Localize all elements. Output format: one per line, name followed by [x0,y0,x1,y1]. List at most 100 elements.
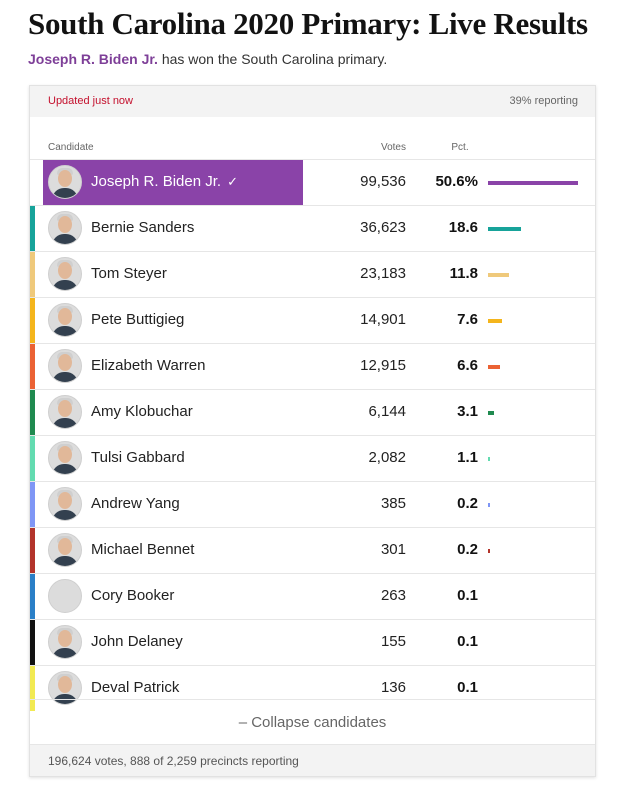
candidate-name: Michael Bennet [91,541,195,558]
candidate-avatar [48,349,82,383]
candidate-pct: 18.6 [448,219,478,236]
candidate-pct-bar [488,273,509,277]
candidate-votes: 385 [380,495,406,512]
winner-name[interactable]: Joseph R. Biden Jr. [28,51,158,67]
candidate-name: Andrew Yang [91,495,180,512]
candidate-row: Andrew Yang 385 0.2 [30,481,595,527]
candidate-votes: 14,901 [360,311,406,328]
candidate-avatar [48,579,82,613]
candidate-votes: 99,536 [360,173,406,190]
candidate-avatar [48,533,82,567]
candidate-cell: Pete Buttigieg [43,298,303,343]
page-title: South Carolina 2020 Primary: Live Result… [28,6,588,41]
candidate-pct-bar [488,181,578,185]
collapse-candidates-button[interactable]: – Collapse candidates [30,699,595,745]
candidate-pct-bar [488,457,490,461]
candidate-avatar [48,487,82,521]
candidate-votes: 36,623 [360,219,406,236]
candidate-cell: John Delaney [43,620,303,665]
candidate-name: Cory Booker [91,587,175,604]
candidate-pct-bar [488,227,522,231]
candidate-votes: 301 [380,541,406,558]
candidate-cell: Andrew Yang [43,482,303,527]
candidate-cell: Tulsi Gabbard [43,436,303,481]
candidate-pct-bar [488,319,502,323]
candidate-color-stripe [30,206,35,251]
candidate-avatar [48,257,82,291]
updated-timestamp: Updated just now [48,95,133,107]
candidate-pct: 7.6 [457,311,478,328]
winner-check-icon: ✓ [227,174,238,189]
candidate-avatar [48,441,82,475]
winner-text: has won the South Carolina primary. [157,51,388,67]
candidate-pct: 6.6 [457,357,478,374]
candidate-name: Elizabeth Warren [91,357,206,374]
candidate-color-stripe [30,574,35,619]
results-table-card: Updated just now 39% reporting Candidate… [29,85,596,777]
candidate-avatar [48,303,82,337]
candidate-pct-bar [488,365,500,369]
candidate-name: Tulsi Gabbard [91,449,185,466]
candidate-name: John Delaney [91,633,183,650]
candidate-color-stripe [30,298,35,343]
candidate-pct-bar [488,411,494,415]
status-bar: Updated just now 39% reporting [30,86,595,117]
candidate-pct: 0.2 [457,495,478,512]
candidate-pct: 0.1 [457,587,478,604]
candidate-name: Deval Patrick [91,679,180,696]
candidate-votes: 136 [380,679,406,696]
candidate-color-stripe [30,528,35,573]
candidate-votes: 155 [380,633,406,650]
candidate-row: Elizabeth Warren 12,915 6.6 [30,343,595,389]
candidate-pct: 1.1 [457,449,478,466]
reporting-percent: 39% reporting [509,95,579,107]
winner-announcement: Joseph R. Biden Jr. has won the South Ca… [28,51,387,67]
candidate-row: Bernie Sanders 36,623 18.6 [30,205,595,251]
candidate-row: Michael Bennet 301 0.2 [30,527,595,573]
candidate-votes: 12,915 [360,357,406,374]
candidate-row: Pete Buttigieg 14,901 7.6 [30,297,595,343]
candidate-row: Amy Klobuchar 6,144 3.1 [30,389,595,435]
candidate-avatar [48,395,82,429]
candidate-pct: 0.1 [457,679,478,696]
candidate-color-stripe [30,344,35,389]
candidate-votes: 6,144 [368,403,406,420]
candidate-cell: Michael Bennet [43,528,303,573]
column-header-candidate: Candidate [48,142,94,153]
candidate-cell: Cory Booker [43,574,303,619]
candidate-votes: 263 [380,587,406,604]
candidate-pct-bar [488,549,490,553]
candidate-name: Pete Buttigieg [91,311,185,328]
results-footer: 196,624 votes, 888 of 2,259 precincts re… [30,744,595,776]
candidate-color-stripe [30,436,35,481]
candidate-cell: Joseph R. Biden Jr. ✓ [43,160,303,205]
candidate-avatar [48,211,82,245]
candidate-row: Tulsi Gabbard 2,082 1.1 [30,435,595,481]
candidate-row: Deval Patrick 136 0.1 [30,665,595,711]
candidate-row: Cory Booker 263 0.1 [30,573,595,619]
candidate-cell: Bernie Sanders [43,206,303,251]
candidate-color-stripe [30,666,35,711]
candidate-name: Amy Klobuchar [91,403,193,420]
candidate-pct: 0.1 [457,633,478,650]
candidate-pct-bar [488,503,490,507]
column-header-votes: Votes [380,142,406,153]
candidate-votes: 23,183 [360,265,406,282]
candidate-votes: 2,082 [368,449,406,466]
candidate-row: John Delaney 155 0.1 [30,619,595,665]
candidate-row: Tom Steyer 23,183 11.8 [30,251,595,297]
candidate-cell: Tom Steyer [43,252,303,297]
candidate-pct: 3.1 [457,403,478,420]
candidate-color-stripe [30,482,35,527]
candidate-pct: 50.6% [435,173,478,190]
candidate-pct: 0.2 [457,541,478,558]
candidate-avatar [48,165,82,199]
candidate-color-stripe [30,390,35,435]
candidate-row: Joseph R. Biden Jr. ✓ 99,536 50.6% [30,159,595,205]
candidate-name: Tom Steyer [91,265,167,282]
candidate-avatar [48,625,82,659]
column-header-pct: Pct. [451,142,469,153]
candidate-color-stripe [30,620,35,665]
candidate-name: Bernie Sanders [91,219,195,236]
precincts-reporting-summary: 196,624 votes, 888 of 2,259 precincts re… [48,754,299,768]
